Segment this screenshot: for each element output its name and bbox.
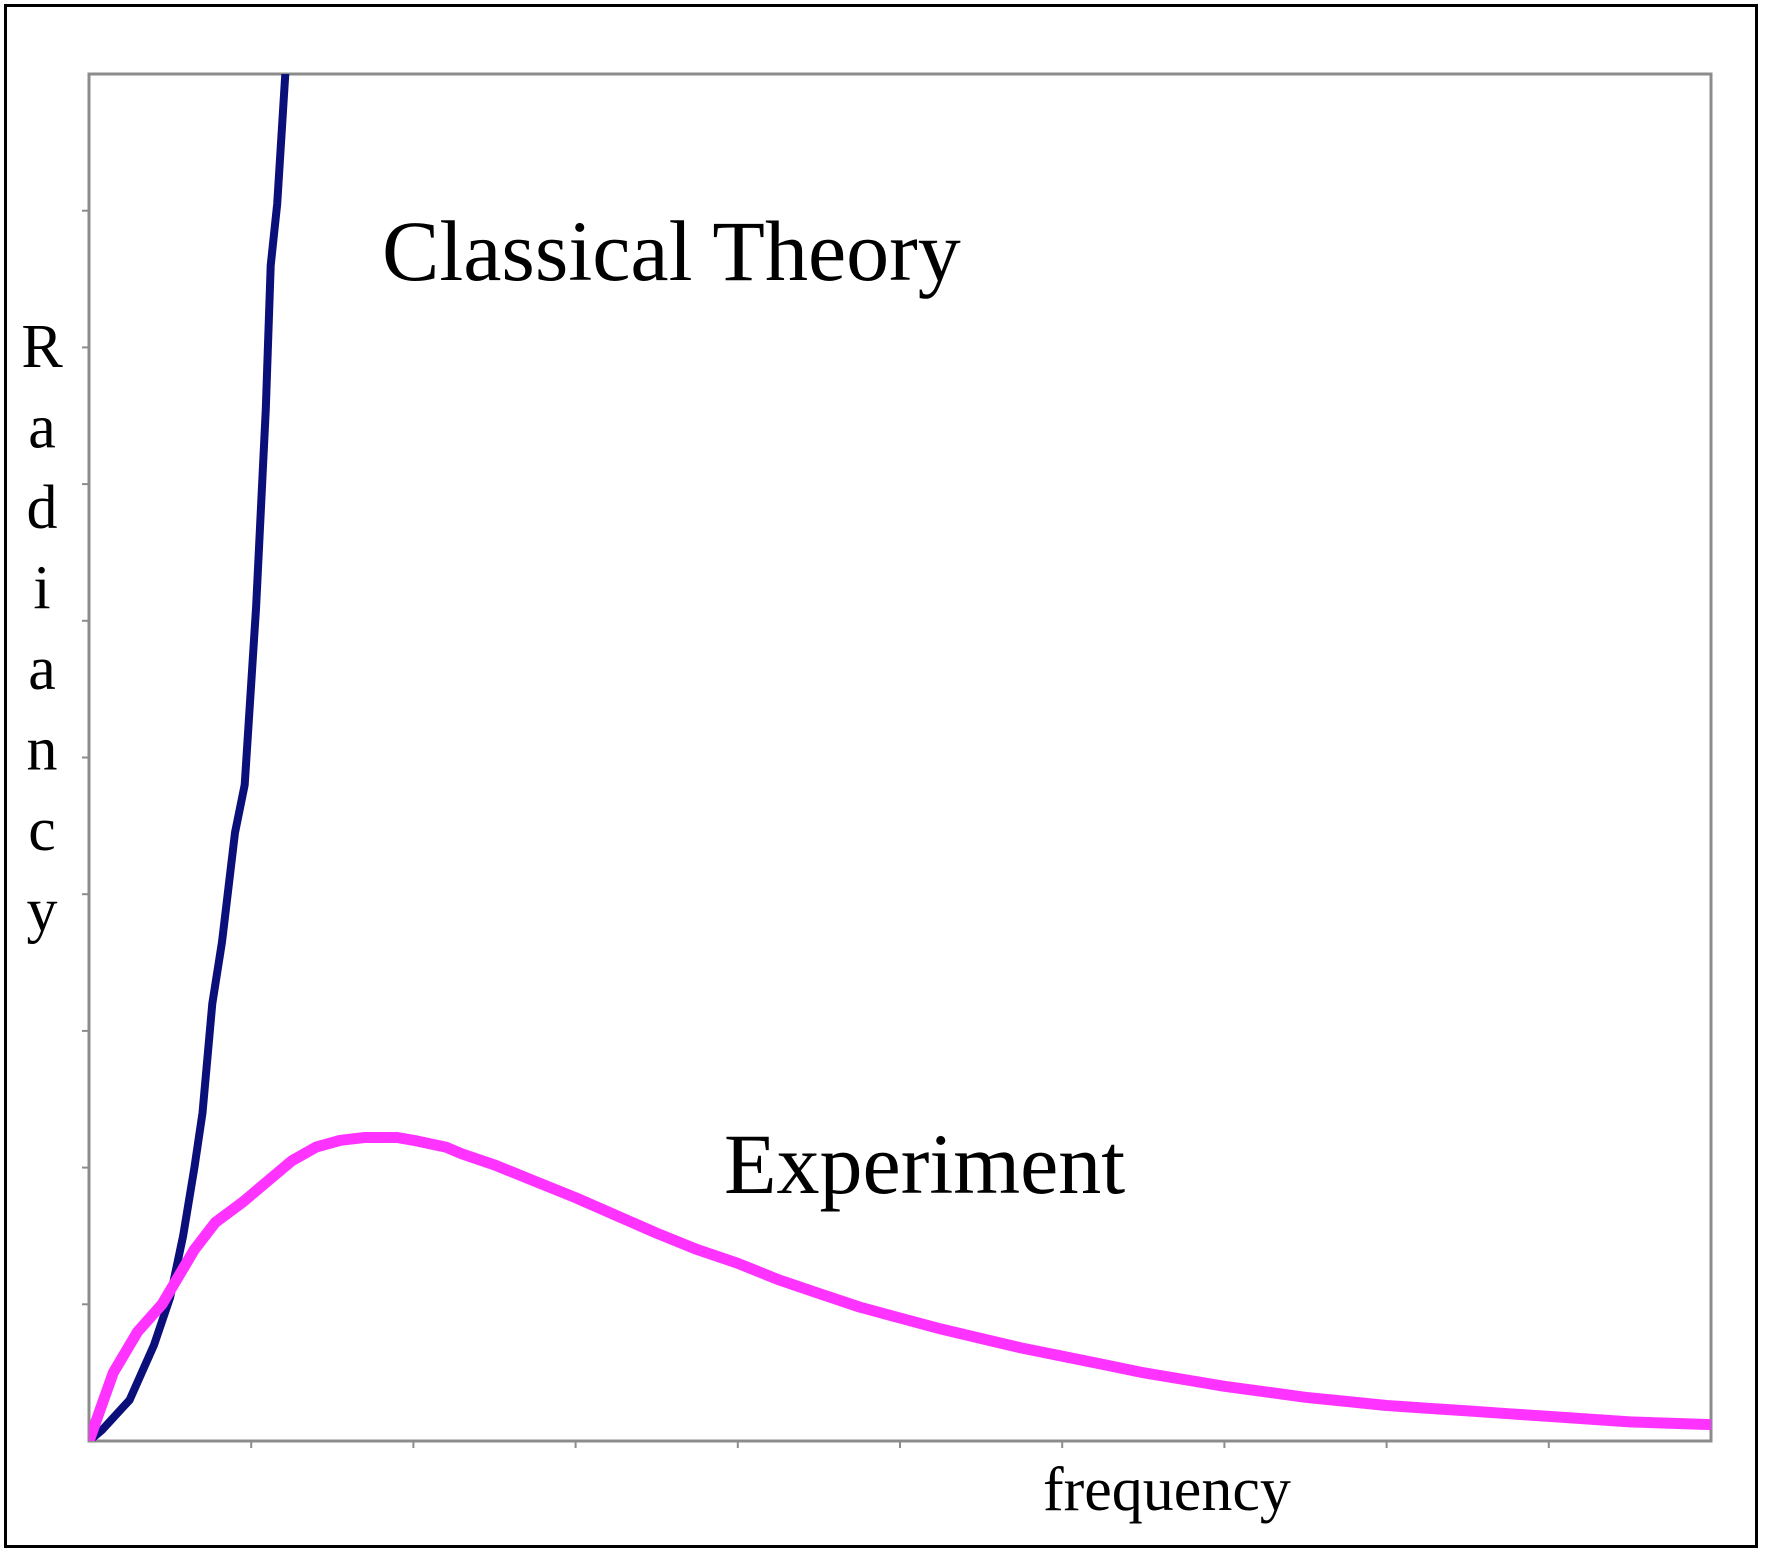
classical-theory-label: Classical Theory	[382, 203, 961, 299]
experiment-label: Experiment	[724, 1116, 1125, 1212]
y-axis-label-letter: n	[27, 716, 58, 784]
y-axis-label-letter: R	[21, 313, 63, 381]
y-axis-label-letter: y	[27, 877, 58, 945]
y-axis-ticks	[82, 209, 89, 1306]
x-axis-label: frequency	[1043, 1456, 1291, 1524]
y-axis-label-letter: a	[28, 635, 56, 703]
series-line-experiment	[89, 1132, 1711, 1441]
y-axis-label-letter: d	[27, 474, 58, 542]
y-axis-label-letter: a	[28, 394, 56, 462]
series-line-classical-theory	[89, 74, 290, 1441]
plot-area	[87, 72, 1713, 1443]
y-axis-label-letter: c	[28, 796, 56, 864]
series-layer	[89, 74, 1711, 1441]
y-axis-label-letter: i	[33, 555, 50, 623]
x-axis-ticks	[250, 1441, 1550, 1448]
